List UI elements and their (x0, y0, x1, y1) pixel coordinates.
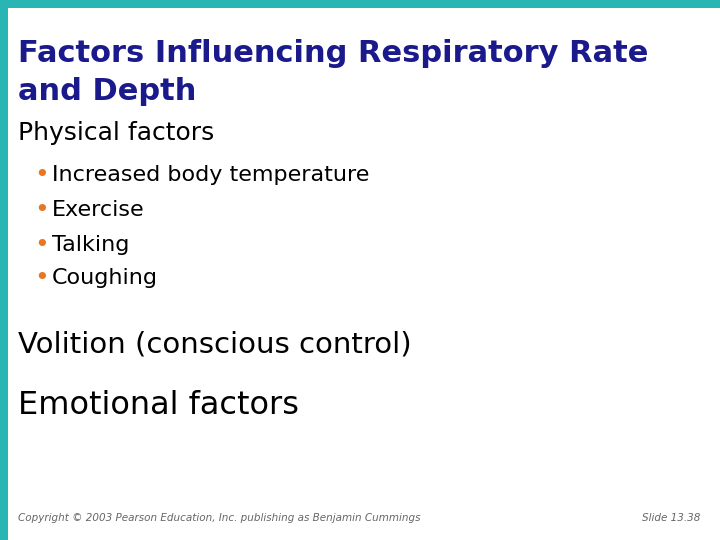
Bar (0, 0, 8, 540)
Text: Volition (conscious control): Volition (conscious control) (18, 331, 412, 359)
Text: Factors Influencing Respiratory Rate: Factors Influencing Respiratory Rate (18, 38, 649, 68)
Text: Physical factors: Physical factors (18, 121, 215, 145)
Text: Copyright © 2003 Pearson Education, Inc. publishing as Benjamin Cummings: Copyright © 2003 Pearson Education, Inc.… (18, 513, 420, 523)
Bar (0, 0, 720, 8)
Text: •: • (35, 163, 50, 187)
Text: Emotional factors: Emotional factors (18, 389, 299, 421)
Text: Exercise: Exercise (52, 200, 145, 220)
Text: and Depth: and Depth (18, 78, 197, 106)
Text: •: • (35, 233, 50, 257)
Text: Talking: Talking (52, 235, 130, 255)
Text: Coughing: Coughing (52, 268, 158, 288)
Text: Slide 13.38: Slide 13.38 (642, 513, 700, 523)
Text: •: • (35, 266, 50, 290)
Text: Increased body temperature: Increased body temperature (52, 165, 369, 185)
Text: •: • (35, 198, 50, 222)
